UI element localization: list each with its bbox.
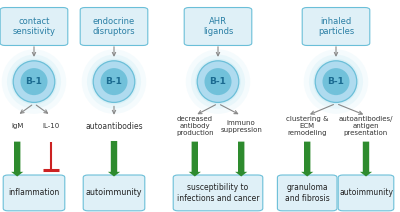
Text: autoantibodies/
antigen
presentation: autoantibodies/ antigen presentation (339, 116, 393, 136)
FancyBboxPatch shape (80, 8, 148, 46)
FancyBboxPatch shape (3, 175, 65, 211)
Text: susceptibility to
infections and cancer: susceptibility to infections and cancer (177, 183, 259, 203)
FancyArrow shape (189, 142, 201, 176)
Ellipse shape (304, 49, 368, 114)
FancyArrow shape (360, 142, 372, 176)
FancyBboxPatch shape (83, 175, 145, 211)
Ellipse shape (204, 68, 232, 95)
Ellipse shape (93, 61, 135, 102)
Ellipse shape (87, 54, 141, 109)
Text: autoantibodies: autoantibodies (85, 122, 143, 131)
Ellipse shape (7, 54, 61, 109)
Ellipse shape (186, 49, 250, 114)
Ellipse shape (309, 54, 363, 109)
Ellipse shape (100, 68, 128, 95)
FancyBboxPatch shape (0, 8, 68, 46)
FancyBboxPatch shape (173, 175, 263, 211)
Text: IL-10: IL-10 (42, 123, 60, 129)
Text: clustering &
ECM
remodeling: clustering & ECM remodeling (286, 116, 328, 136)
FancyBboxPatch shape (278, 175, 337, 211)
FancyBboxPatch shape (184, 8, 252, 46)
Text: contact
sensitivity: contact sensitivity (12, 17, 56, 36)
Ellipse shape (20, 68, 48, 95)
Ellipse shape (322, 68, 350, 95)
Text: B-1: B-1 (26, 77, 42, 86)
FancyArrow shape (301, 142, 313, 176)
Ellipse shape (197, 61, 239, 102)
Ellipse shape (91, 59, 137, 105)
Ellipse shape (191, 54, 245, 109)
Ellipse shape (11, 59, 57, 105)
Ellipse shape (313, 59, 359, 105)
Text: immuno
suppression: immuno suppression (220, 120, 262, 132)
Text: decreased
antibody
production: decreased antibody production (176, 116, 214, 136)
Ellipse shape (2, 49, 66, 114)
FancyBboxPatch shape (302, 8, 370, 46)
Ellipse shape (195, 59, 241, 105)
FancyArrow shape (108, 141, 120, 176)
Text: B-1: B-1 (106, 77, 122, 86)
Ellipse shape (82, 49, 146, 114)
FancyArrow shape (235, 142, 247, 176)
Text: inhaled
particles: inhaled particles (318, 17, 354, 36)
Ellipse shape (13, 61, 55, 102)
FancyBboxPatch shape (338, 175, 394, 211)
FancyArrow shape (11, 142, 23, 176)
Ellipse shape (315, 61, 357, 102)
Text: B-1: B-1 (328, 77, 344, 86)
Text: autoimmunity: autoimmunity (86, 188, 142, 197)
Text: IgM: IgM (11, 123, 23, 129)
Text: granuloma
and fibrosis: granuloma and fibrosis (285, 183, 330, 203)
Text: AHR
ligands: AHR ligands (203, 17, 233, 36)
Text: inflammation: inflammation (8, 188, 60, 197)
Text: autoimmunity: autoimmunity (339, 188, 393, 197)
Text: endocrine
disruptors: endocrine disruptors (93, 17, 135, 36)
Text: B-1: B-1 (210, 77, 226, 86)
